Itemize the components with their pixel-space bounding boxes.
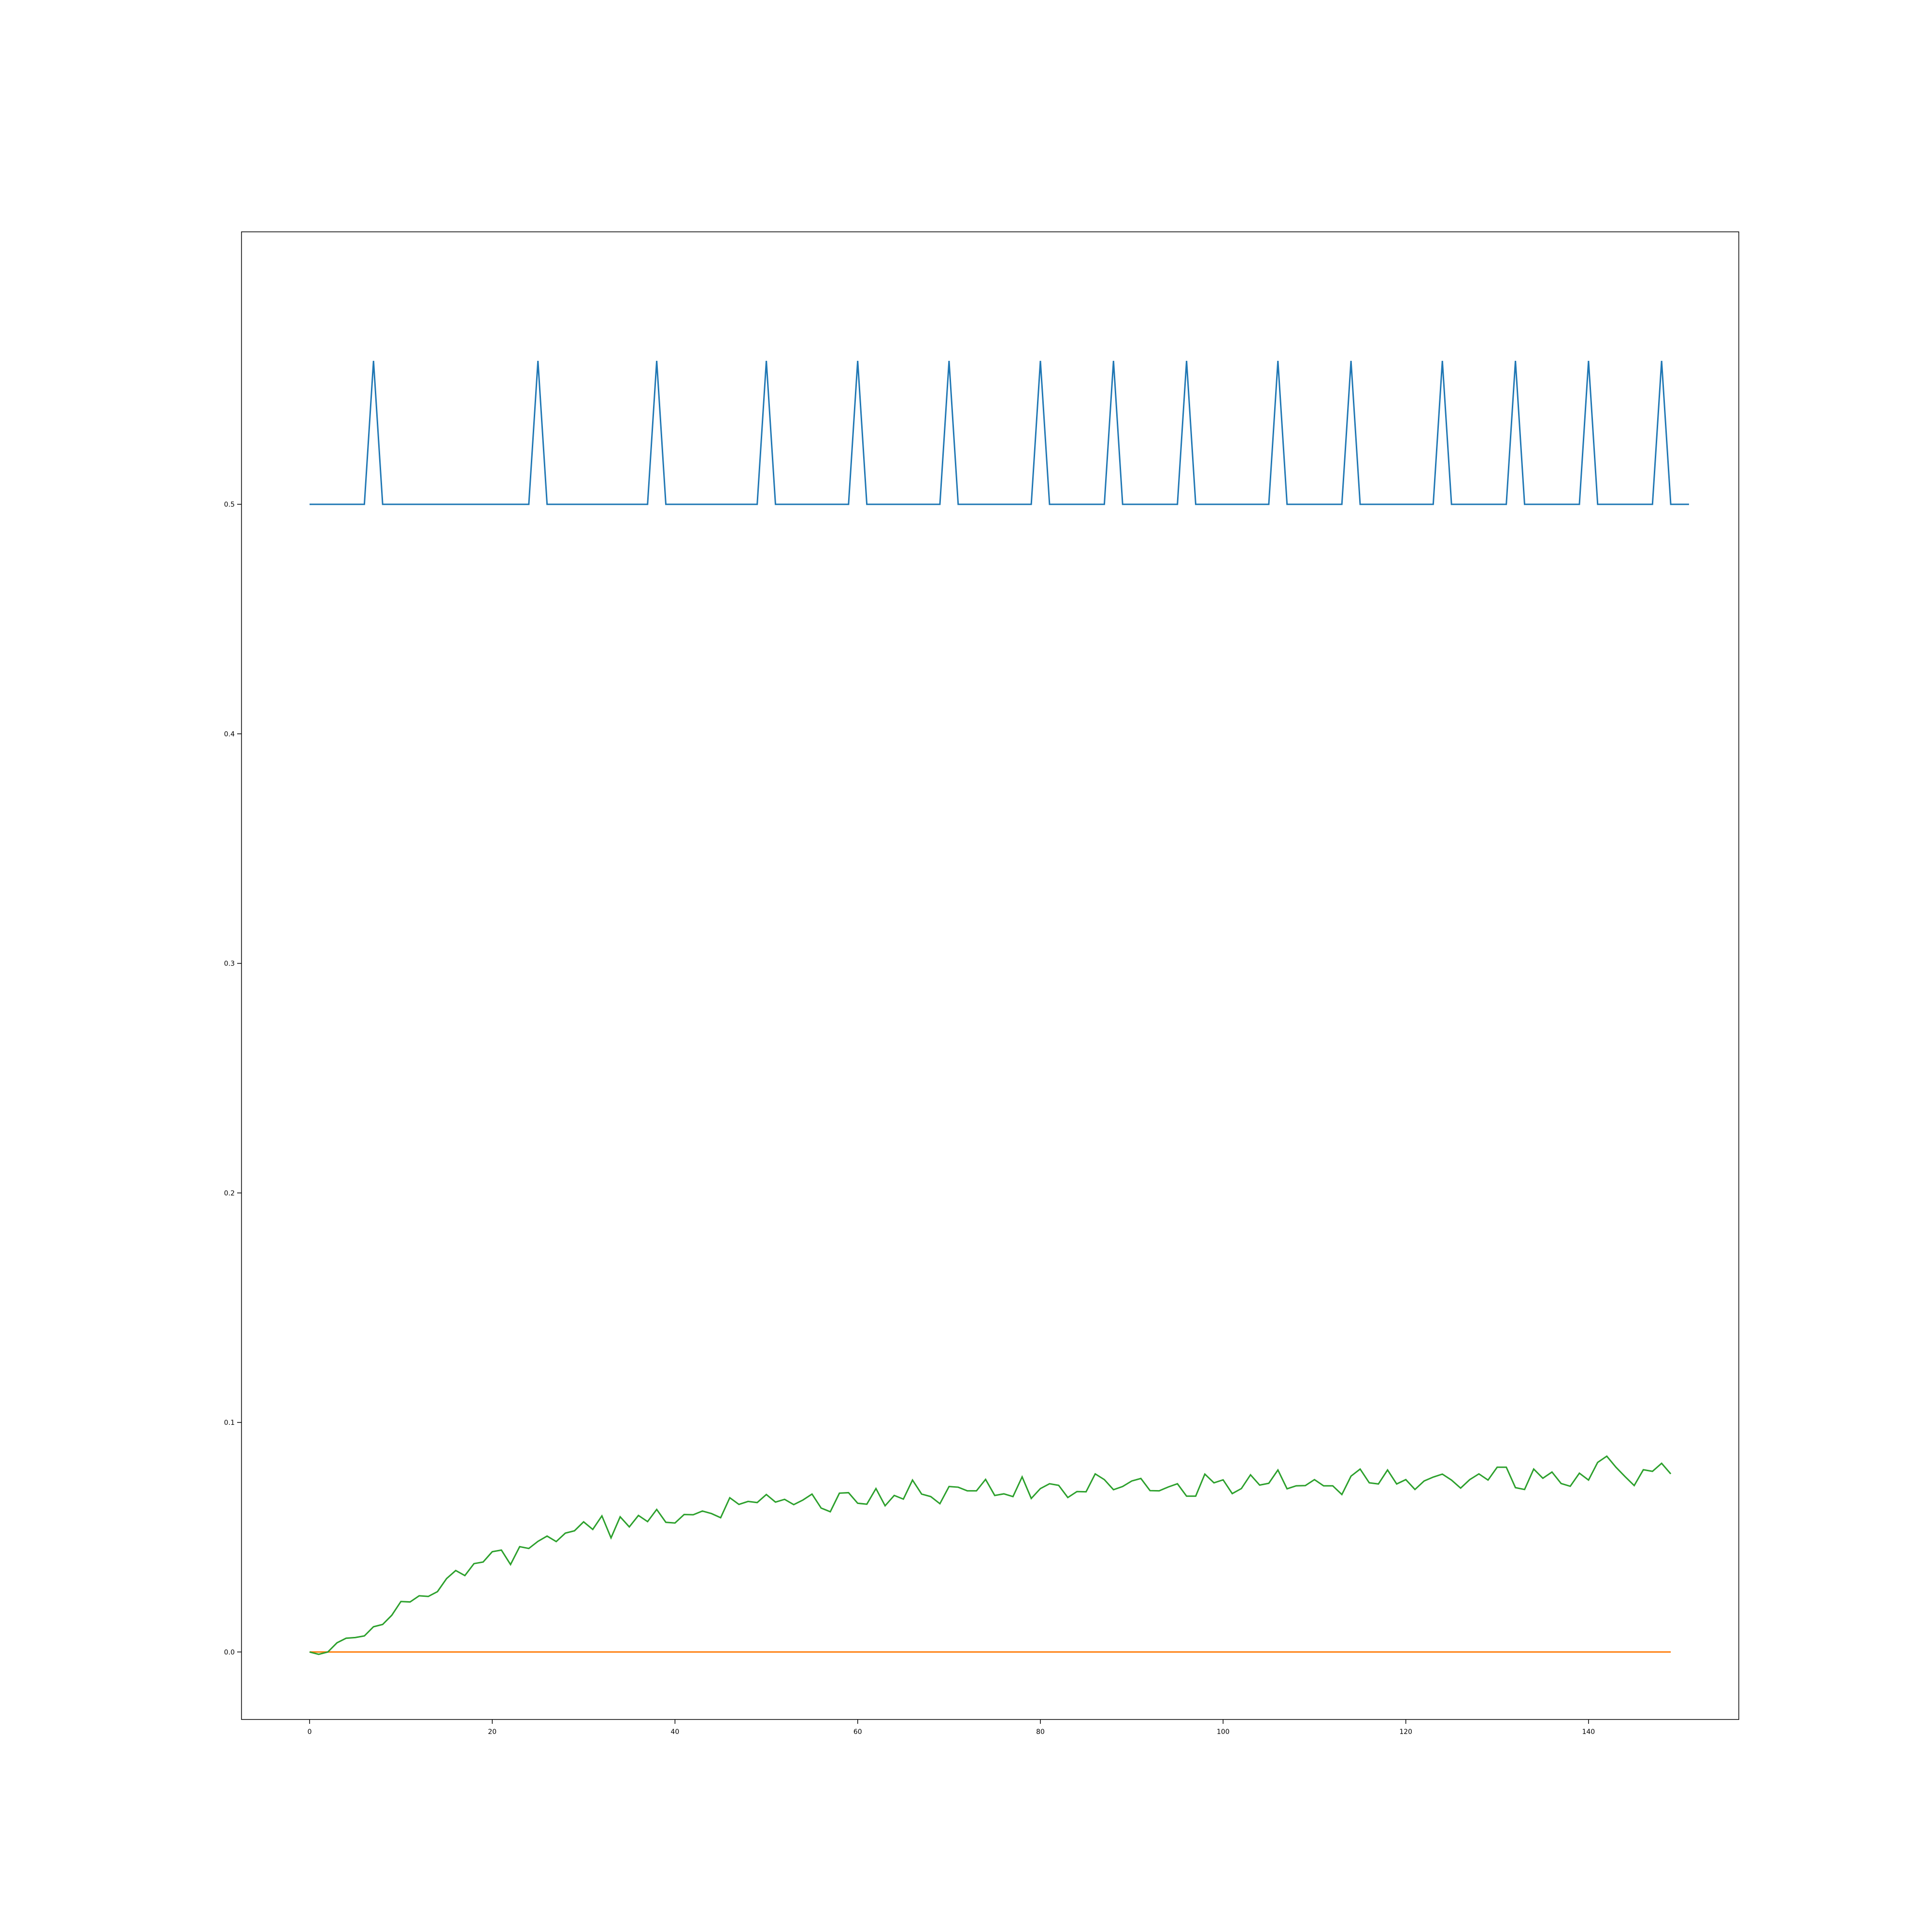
x-tick-label: 80: [1036, 1728, 1045, 1736]
x-tick-label: 100: [1217, 1728, 1230, 1736]
y-axis-ticks: 0.0 0.1 0.2 0.3 0.4 0.5: [224, 501, 242, 1656]
x-tick-label: 0: [307, 1728, 312, 1736]
y-tick-label: 0.5: [224, 501, 235, 509]
series-line-3: [309, 1455, 1672, 1655]
y-tick-label: 0.3: [224, 960, 235, 968]
series-layer: [309, 360, 1689, 1655]
series-line-1: [309, 360, 1689, 505]
x-tick-label: 60: [853, 1728, 862, 1736]
y-tick-label: 0.0: [224, 1648, 235, 1656]
x-tick-label: 20: [488, 1728, 497, 1736]
plot-frame: [241, 231, 1739, 1720]
y-tick-label: 0.2: [224, 1190, 235, 1197]
x-tick-label: 140: [1582, 1728, 1595, 1736]
x-tick-label: 120: [1399, 1728, 1412, 1736]
y-tick-label: 0.4: [224, 730, 235, 738]
y-tick-label: 0.1: [224, 1419, 235, 1427]
plot-area-background: [242, 232, 1739, 1719]
x-tick-label: 40: [671, 1728, 680, 1736]
x-axis-ticks: 0 20 40 60 80 100 120 140: [307, 1719, 1595, 1736]
